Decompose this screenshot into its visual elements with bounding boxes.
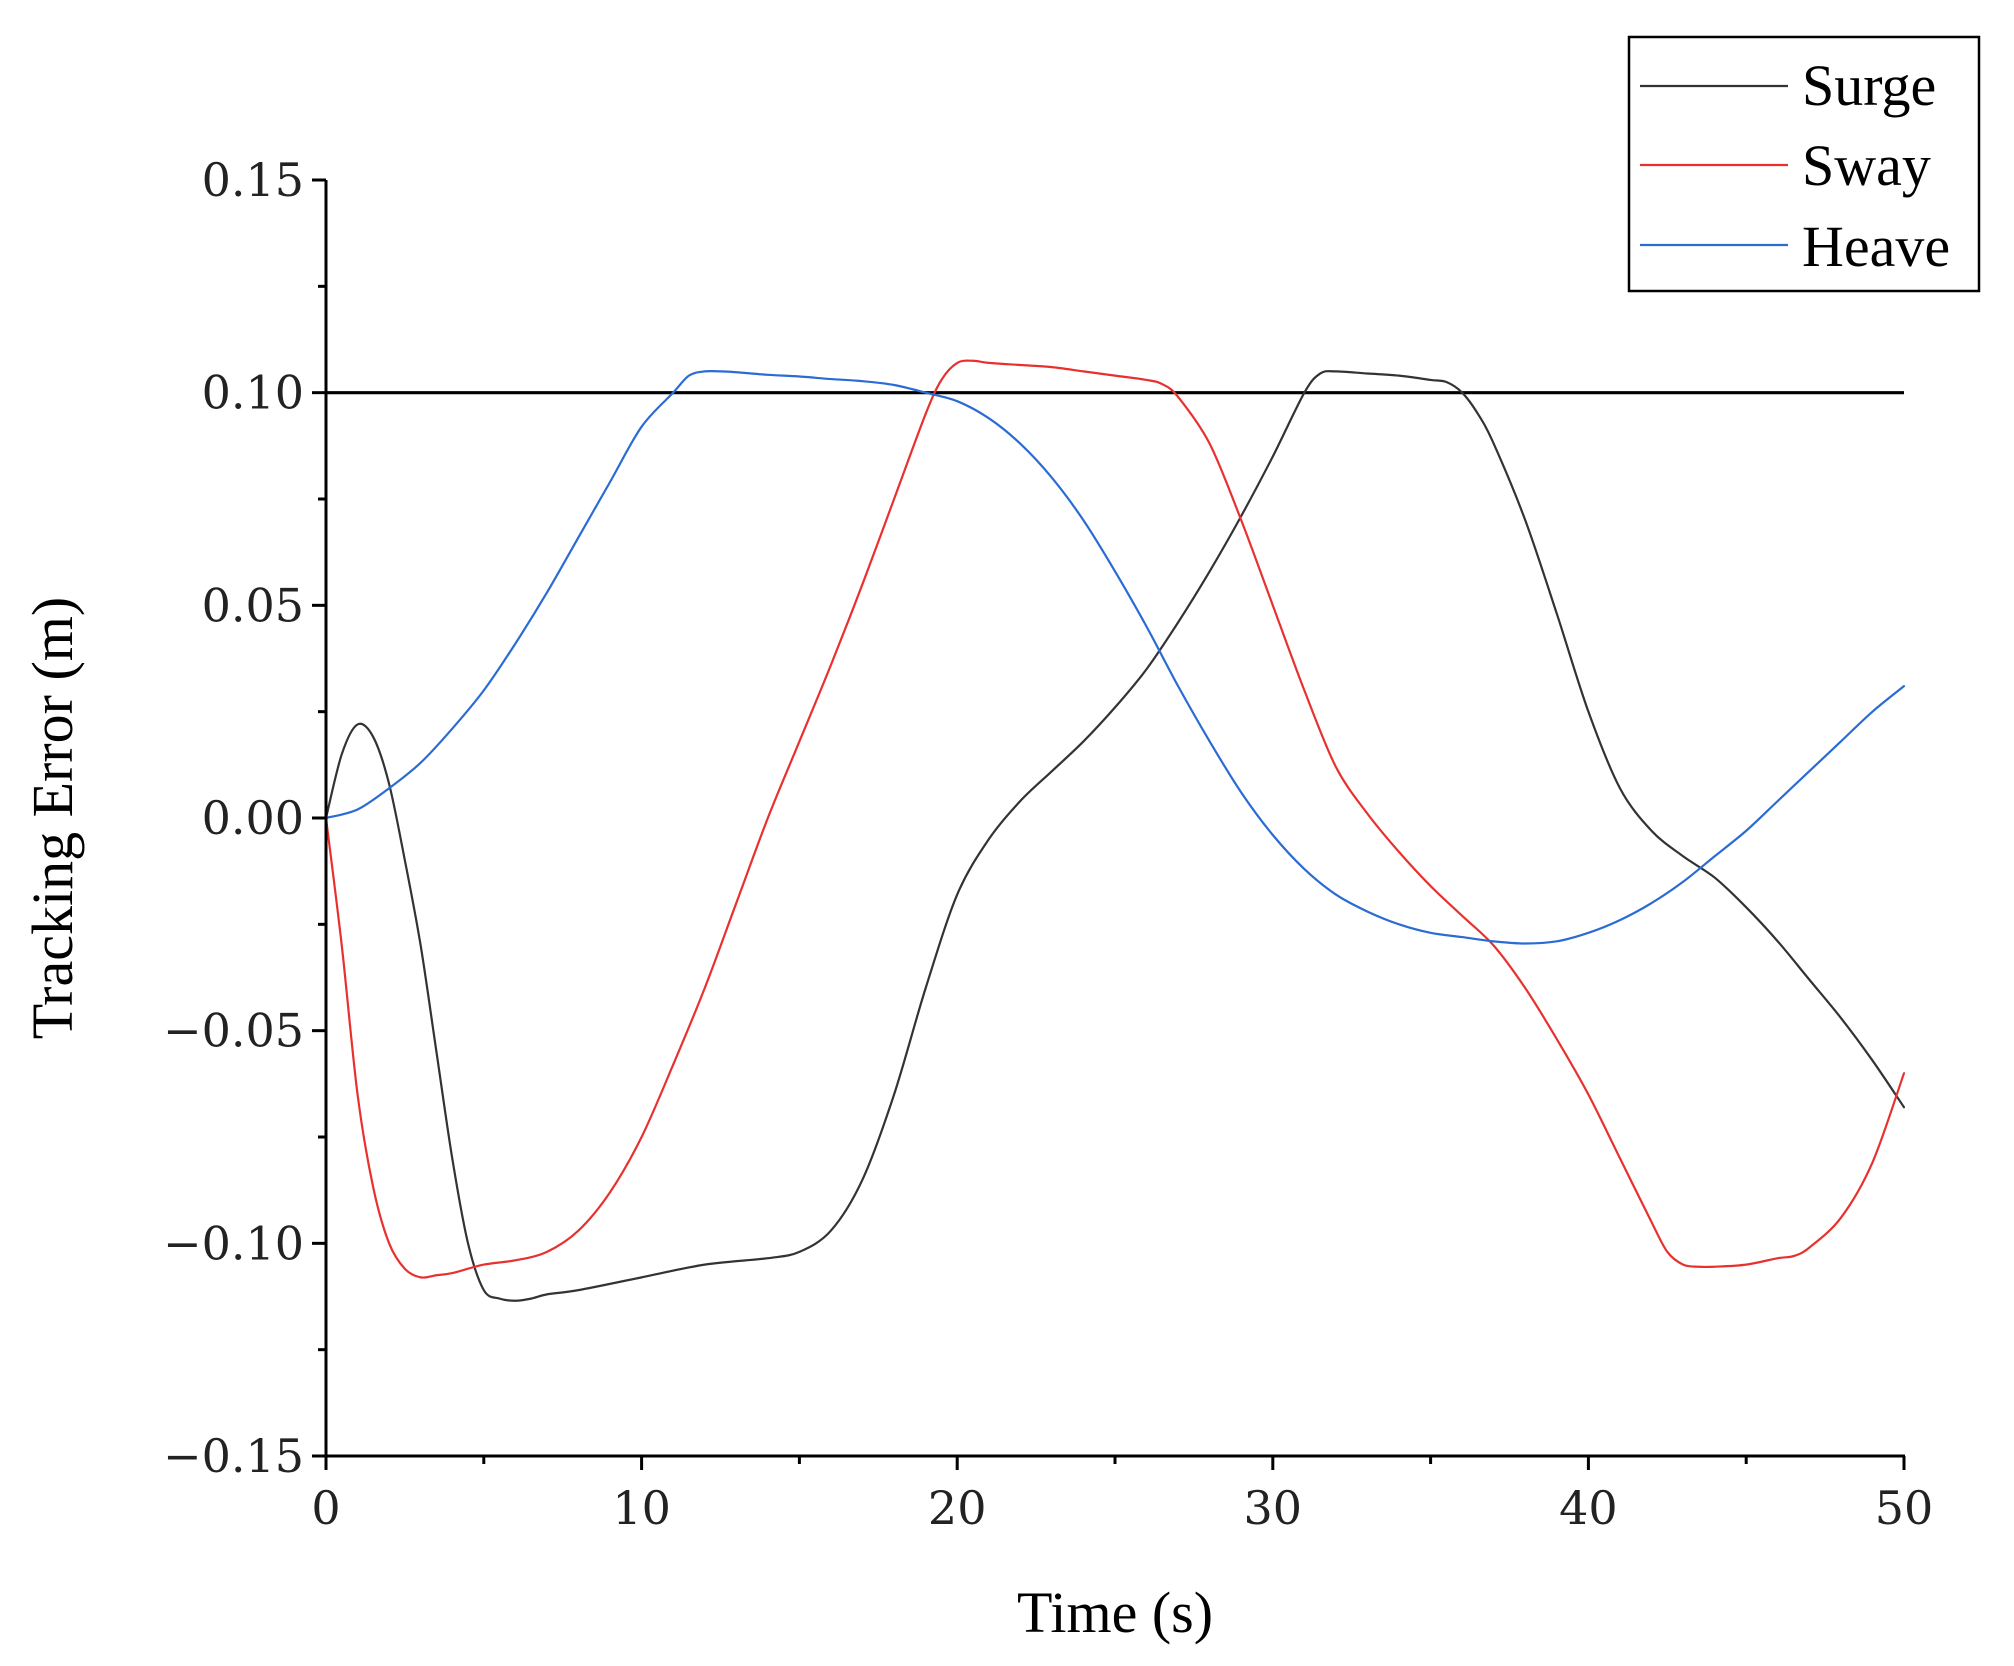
x-tick-label: 40 — [1559, 1481, 1618, 1535]
y-tick-label: 0.15 — [202, 153, 304, 207]
x-tick-label: 50 — [1875, 1481, 1934, 1535]
legend-label-heave: Heave — [1802, 214, 1950, 279]
series-line-heave — [325, 369, 1905, 945]
y-tick-label: 0.10 — [202, 366, 304, 420]
y-tick-label: −0.05 — [163, 1004, 304, 1058]
x-axis-title: Time (s) — [1017, 1580, 1213, 1645]
x-tick-label: 10 — [612, 1481, 671, 1535]
legend: Surge Sway Heave — [1627, 35, 1981, 293]
x-tick-label: 20 — [928, 1481, 987, 1535]
series-line-sway — [325, 359, 1905, 1279]
legend-label-sway: Sway — [1802, 133, 1931, 198]
legend-label-surge: Surge — [1802, 53, 1936, 118]
x-tick-label: 30 — [1244, 1481, 1303, 1535]
y-tick-label: −0.10 — [163, 1216, 304, 1270]
x-tick-label: 0 — [311, 1481, 340, 1535]
y-tick-label: 0.05 — [202, 578, 304, 632]
series-line-surge — [325, 370, 1905, 1302]
y-tick-label: 0.00 — [202, 791, 304, 845]
y-tick-label: −0.15 — [163, 1429, 304, 1483]
y-axis-title: Tracking Error (m) — [20, 597, 85, 1039]
